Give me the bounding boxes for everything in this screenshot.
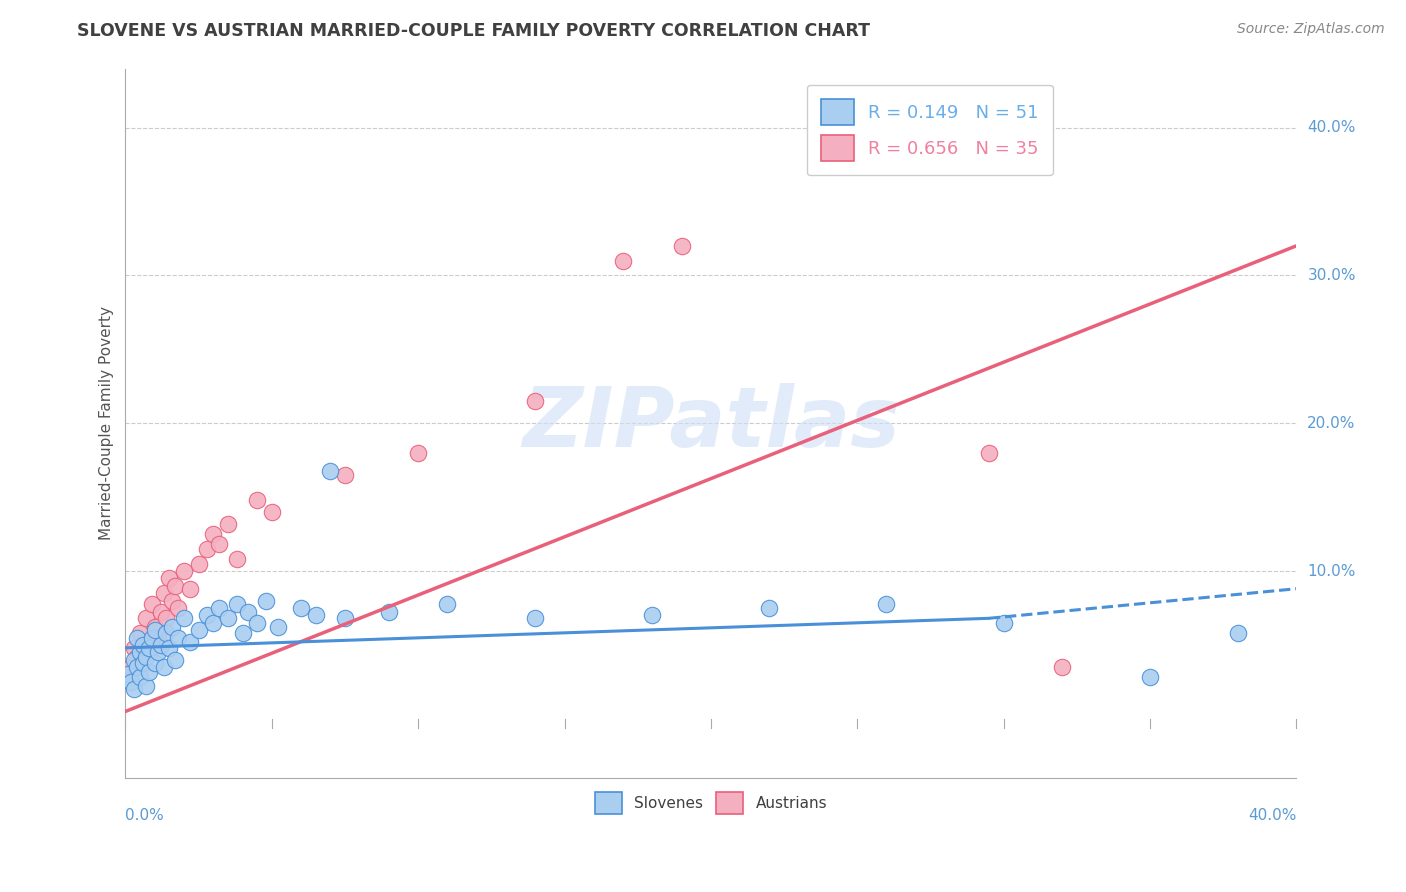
Point <box>319 463 342 477</box>
Point <box>671 239 693 253</box>
Point <box>246 615 269 630</box>
Legend: Slovenes, Austrians: Slovenes, Austrians <box>589 786 834 820</box>
Point <box>152 586 174 600</box>
Point <box>378 606 401 620</box>
Point <box>846 136 869 150</box>
Point <box>149 638 172 652</box>
Point <box>120 674 142 689</box>
Point <box>524 394 547 409</box>
Point <box>146 631 169 645</box>
Point <box>179 635 201 649</box>
Text: Source: ZipAtlas.com: Source: ZipAtlas.com <box>1237 22 1385 37</box>
Point <box>758 601 780 615</box>
Point <box>135 679 157 693</box>
Text: 10.0%: 10.0% <box>1308 564 1355 579</box>
Point <box>1139 670 1161 684</box>
Point <box>202 615 225 630</box>
Point <box>187 557 209 571</box>
Point <box>152 660 174 674</box>
Point <box>333 467 356 482</box>
Point <box>333 611 356 625</box>
Point <box>122 653 145 667</box>
Point <box>162 593 184 607</box>
Point <box>127 660 149 674</box>
Point <box>993 615 1015 630</box>
Text: 40.0%: 40.0% <box>1308 120 1355 135</box>
Point <box>141 631 163 645</box>
Point <box>254 593 277 607</box>
Point <box>1226 626 1249 640</box>
Point <box>202 527 225 541</box>
Point <box>305 608 328 623</box>
Point <box>217 516 239 531</box>
Point <box>436 597 458 611</box>
Point <box>129 626 152 640</box>
Point <box>167 631 190 645</box>
Point <box>238 606 260 620</box>
Point <box>225 552 247 566</box>
Point <box>129 645 152 659</box>
Text: SLOVENE VS AUSTRIAN MARRIED-COUPLE FAMILY POVERTY CORRELATION CHART: SLOVENE VS AUSTRIAN MARRIED-COUPLE FAMIL… <box>77 22 870 40</box>
Point <box>246 493 269 508</box>
Text: ZIPatlas: ZIPatlas <box>522 383 900 464</box>
Point <box>406 446 429 460</box>
Point <box>127 649 149 664</box>
Point <box>187 623 209 637</box>
Point <box>167 601 190 615</box>
Point <box>875 597 897 611</box>
Point <box>129 670 152 684</box>
Point <box>127 631 149 645</box>
Point <box>208 601 231 615</box>
Point <box>157 571 180 585</box>
Point <box>149 606 172 620</box>
Point <box>641 608 664 623</box>
Point <box>208 537 231 551</box>
Point <box>173 611 195 625</box>
Point <box>260 505 283 519</box>
Point <box>217 611 239 625</box>
Point <box>155 626 177 640</box>
Point <box>138 665 160 679</box>
Point <box>135 649 157 664</box>
Text: 30.0%: 30.0% <box>1308 268 1355 283</box>
Point <box>122 640 145 655</box>
Point <box>146 645 169 659</box>
Point <box>157 640 180 655</box>
Point <box>612 253 634 268</box>
Point <box>155 611 177 625</box>
Point <box>138 645 160 659</box>
Point <box>135 611 157 625</box>
Point <box>173 564 195 578</box>
Point <box>143 620 166 634</box>
Point <box>141 597 163 611</box>
Point <box>179 582 201 596</box>
Text: 40.0%: 40.0% <box>1249 808 1296 823</box>
Point <box>197 541 219 556</box>
Text: 20.0%: 20.0% <box>1308 416 1355 431</box>
Point <box>143 656 166 670</box>
Point <box>266 620 288 634</box>
Point <box>162 620 184 634</box>
Point <box>117 667 139 681</box>
Point <box>143 623 166 637</box>
Point <box>122 682 145 697</box>
Point <box>138 640 160 655</box>
Point <box>165 653 187 667</box>
Point <box>977 446 1000 460</box>
Point <box>132 638 155 652</box>
Point <box>290 601 312 615</box>
Text: 0.0%: 0.0% <box>125 808 165 823</box>
Point <box>165 579 187 593</box>
Point <box>1050 660 1073 674</box>
Point <box>524 611 547 625</box>
Point <box>132 638 155 652</box>
Point <box>132 656 155 670</box>
Point <box>232 626 254 640</box>
Point <box>120 660 142 674</box>
Point <box>225 597 247 611</box>
Y-axis label: Married-Couple Family Poverty: Married-Couple Family Poverty <box>100 306 114 541</box>
Point <box>197 608 219 623</box>
